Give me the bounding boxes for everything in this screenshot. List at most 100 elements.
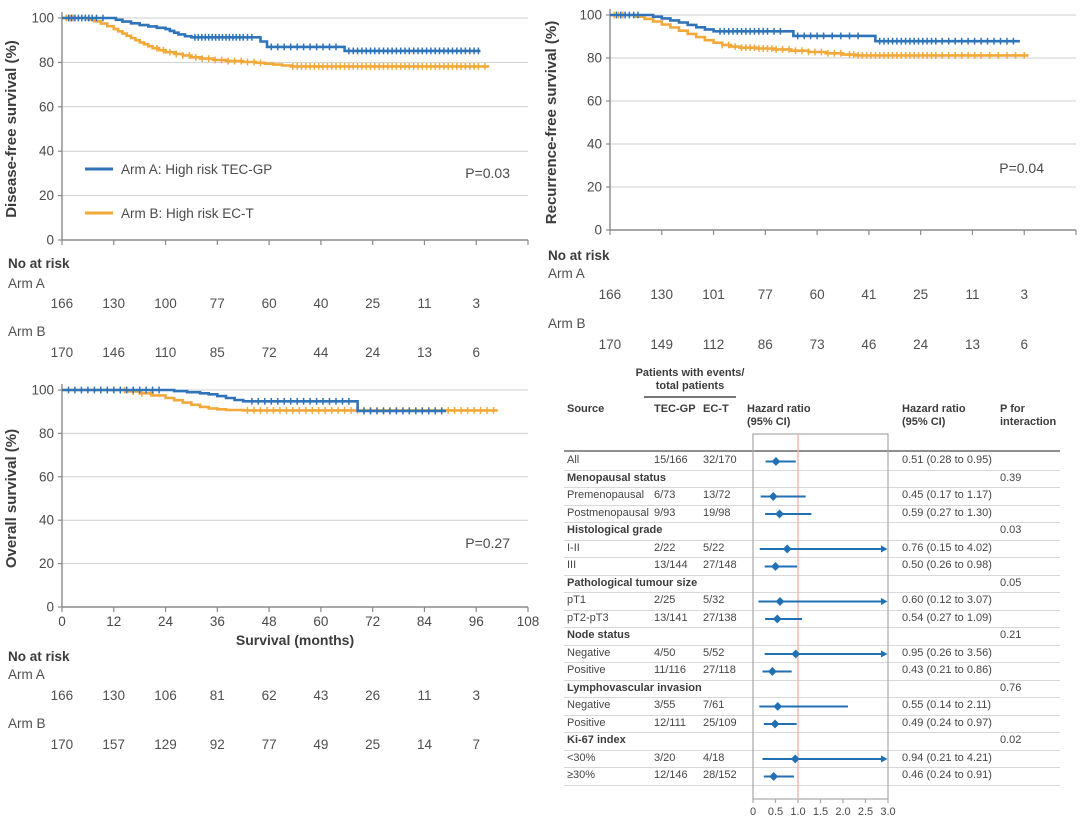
forest-events-header-line2: total patients: [655, 380, 725, 392]
hr-diamond: [767, 667, 777, 676]
no-at-risk-value: 146: [102, 345, 125, 360]
forest-row-tecgp: 13/141: [654, 611, 688, 624]
forest-col-source: Source: [567, 403, 605, 415]
y-tick-label: 80: [39, 55, 54, 70]
forest-row-tecgp: 9/93: [654, 506, 676, 519]
no-at-risk-value: 129: [154, 737, 177, 752]
no-at-risk-value: 77: [209, 296, 225, 311]
forest-col-hr-text-2: (95% CI): [902, 416, 946, 428]
no-at-risk-value: 130: [102, 688, 125, 703]
forest-row-tecgp: 13/144: [654, 559, 688, 572]
y-tick-label: 60: [587, 94, 602, 109]
forest-row-rule: [564, 784, 1060, 786]
forest-col-p-2: interaction: [1000, 416, 1057, 428]
no-at-risk-value: 6: [472, 345, 481, 360]
y-tick-label: 60: [39, 469, 54, 484]
forest-row-tecgp: 6/73: [654, 489, 676, 502]
hr-diamond: [775, 509, 784, 519]
x-tick-label: 60: [313, 614, 328, 629]
forest-row-label: pT1: [567, 594, 586, 607]
forest-row-hr-text: 0.43 (0.21 to 0.86): [902, 664, 992, 677]
no-at-risk-value: 77: [261, 737, 277, 752]
forest-row-label: pT2-pT3: [567, 611, 609, 624]
forest-row-rule: [564, 627, 1060, 629]
no-at-risk-value: 101: [702, 287, 725, 302]
no-at-risk-value: 24: [913, 337, 929, 352]
y-axis-title: Overall survival (%): [3, 429, 20, 568]
forest-row-hr-text: 0.59 (0.27 to 1.30): [902, 506, 992, 519]
forest-axis-tick-label: 2.5: [858, 806, 873, 818]
forest-plot: Patients with events/ total patients Sou…: [540, 365, 1080, 830]
km-curve: [62, 16, 490, 68]
y-tick-label: 100: [579, 8, 602, 23]
no-at-risk-value: 130: [650, 287, 673, 302]
forest-row-label: Negative: [567, 646, 611, 659]
forest-row-hr-text: 0.76 (0.15 to 4.02): [902, 541, 992, 554]
ci-arrow-right: [881, 545, 888, 553]
no-at-risk-value: 46: [861, 337, 877, 352]
no-at-risk-value: 40: [313, 296, 329, 311]
forest-row-label: Node status: [567, 629, 630, 642]
forest-axis-tick-label: 0: [750, 806, 756, 818]
forest-row-label: Menopausal status: [567, 471, 667, 484]
y-tick-label: 20: [39, 188, 54, 203]
no-at-risk-value: 106: [154, 688, 177, 703]
y-tick-label: 20: [39, 556, 54, 571]
no-at-risk-value: 11: [417, 296, 432, 311]
p-value-label: P=0.27: [465, 535, 510, 551]
forest-row-ect: 27/148: [703, 559, 737, 572]
no-at-risk-arm-label: Arm A: [8, 276, 45, 291]
forest-row-tecgp: 12/146: [654, 769, 688, 782]
no-at-risk-value: 60: [809, 287, 825, 302]
forest-row-p-interaction: 0.21: [1000, 629, 1022, 642]
hr-diamond: [772, 614, 782, 624]
no-at-risk-value: 157: [102, 737, 125, 752]
y-tick-label: 100: [31, 11, 54, 26]
forest-row-label: Positive: [567, 664, 606, 677]
forest-row-hr-text: 0.55 (0.14 to 2.11): [902, 699, 992, 712]
forest-row-label: III: [567, 559, 577, 572]
y-tick-label: 40: [587, 137, 602, 152]
x-tick-label: 12: [106, 614, 121, 629]
forest-row-ect: 5/22: [703, 541, 725, 554]
forest-row-p-interaction: 0.76: [1000, 681, 1022, 694]
no-at-risk-title: No at risk: [8, 649, 70, 664]
no-at-risk-value: 60: [261, 296, 277, 311]
forest-events-header-line1: Patients with events/: [635, 367, 745, 379]
forest-row-hr-text: 0.49 (0.24 to 0.97): [902, 716, 992, 729]
forest-row-label: <30%: [567, 751, 596, 764]
censor-ticks: [67, 14, 480, 55]
forest-row-p-interaction: 0.02: [1000, 734, 1022, 747]
y-tick-label: 100: [31, 383, 54, 398]
no-at-risk-value: 85: [209, 345, 225, 360]
no-at-risk-value: 72: [261, 345, 277, 360]
no-at-risk-value: 170: [50, 737, 74, 752]
no-at-risk-value: 11: [965, 287, 980, 302]
no-at-risk-value: 92: [209, 737, 225, 752]
no-at-risk-value: 170: [598, 337, 622, 352]
x-tick-label: 36: [210, 614, 225, 629]
forest-row-label: Pathological tumour size: [567, 576, 698, 589]
hr-diamond: [771, 562, 780, 571]
km-curve: [62, 16, 481, 53]
hr-diamond: [773, 702, 783, 711]
legend-label: Arm A: High risk TEC-GP: [121, 162, 272, 177]
hr-diamond: [775, 597, 785, 606]
no-at-risk-value: 86: [757, 337, 773, 352]
forest-row-hr-text: 0.46 (0.24 to 0.91): [902, 769, 992, 782]
y-axis-title: Recurrence-free survival (%): [543, 21, 560, 224]
forest-row-hr-text: 0.50 (0.26 to 0.98): [902, 559, 992, 572]
no-at-risk-title: No at risk: [548, 248, 610, 263]
x-tick-label: 48: [262, 614, 277, 629]
no-at-risk-arm-label: Arm A: [8, 667, 45, 682]
hr-diamond: [768, 492, 778, 501]
forest-events-underline: [644, 396, 736, 398]
no-at-risk-value: 13: [964, 337, 980, 352]
km-chart-overall-survival: 0 20 40 60 80 100 0 12 24 36 48 60 72 84 96 108 Survival…: [3, 383, 539, 649]
ci-arrow-right: [881, 755, 888, 763]
no-at-risk-arm-label: Arm B: [548, 316, 586, 331]
km-chart-recurrence-free-survival: 0 20 40 60 80 100 Recurrence-free survival (%)…: [543, 8, 1077, 238]
x-tick-label: 0: [58, 614, 66, 629]
no-at-risk-value: 7: [472, 737, 481, 752]
no-at-risk-value: 6: [1020, 337, 1029, 352]
